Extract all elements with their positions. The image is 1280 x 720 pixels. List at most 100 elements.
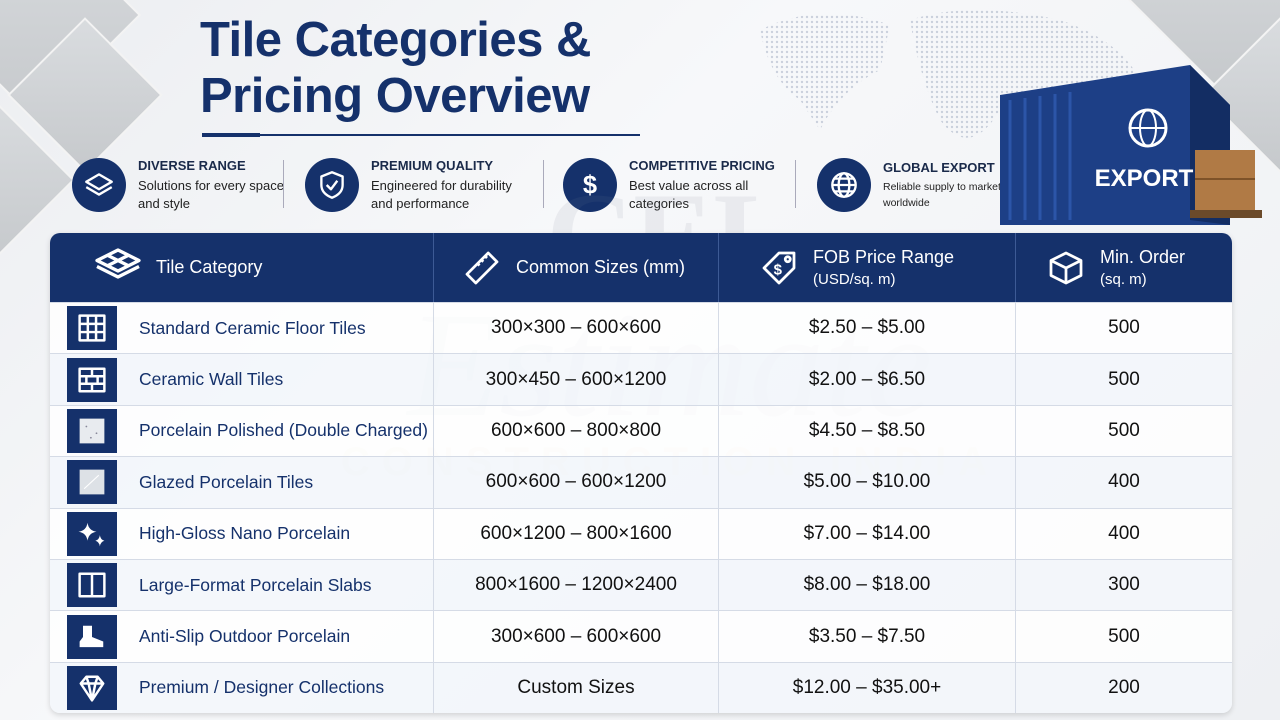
header-title: FOB Price Range	[813, 247, 955, 267]
cell-sizes: 300×450 – 600×1200	[434, 354, 719, 405]
separator	[543, 160, 544, 208]
feature-icon	[72, 158, 126, 212]
separator	[795, 160, 796, 208]
feature-text: GLOBAL EXPORT Reliable supply to markets …	[883, 160, 1033, 211]
cell-sizes: 800×1600 – 1200×2400	[434, 559, 719, 611]
sizes: 600×1200 – 800×1600	[480, 522, 672, 544]
icon	[78, 572, 106, 598]
header-cell: $ FOB Price Range (USD/sq. m)	[719, 233, 1016, 302]
table-row: High-Gloss Nano Porcelain 600×1200 – 800×…	[50, 507, 1232, 559]
category-name: Glazed Porcelain Tiles	[139, 471, 314, 492]
cell-category: Glazed Porcelain Tiles	[50, 457, 434, 508]
sizes: 600×600 – 800×800	[490, 419, 662, 441]
row-icon	[67, 665, 117, 710]
category-name: High-Gloss Nano Porcelain	[139, 523, 351, 544]
icon	[79, 675, 105, 702]
cell-min-order: 300	[1016, 560, 1232, 610]
row-icon	[67, 614, 117, 659]
cell-price: $3.50 – $7.50	[719, 611, 1016, 662]
icon: $	[762, 251, 796, 284]
pricing-table: Tile Category Common Sizes (mm) $ FOB Price…	[50, 233, 1232, 713]
price-range: $5.00 – $10.00	[803, 471, 931, 493]
feature-icon	[817, 158, 871, 212]
icon	[79, 469, 105, 495]
cell-price: $12.00 – $35.00+	[719, 662, 1016, 713]
min-order: 300	[1108, 574, 1140, 596]
svg-text:$: $	[583, 172, 597, 200]
container-label: EXPORT	[1095, 165, 1194, 192]
cell-sizes: 600×600 – 600×1200	[434, 457, 719, 508]
feature-icon: $	[563, 158, 617, 212]
cell-category: High-Gloss Nano Porcelain	[50, 508, 434, 559]
price-range: $3.50 – $7.50	[808, 625, 926, 647]
cell-category: Large-Format Porcelain Slabs	[50, 559, 434, 611]
min-order: 500	[1108, 419, 1140, 441]
row-icon	[67, 408, 117, 453]
cell-price: $4.50 – $8.50	[719, 405, 1016, 457]
header-cell: Common Sizes (mm)	[434, 233, 719, 302]
title: Tile Categories & Pricing Overview	[200, 13, 591, 123]
category-name: Standard Ceramic Floor Tiles	[139, 317, 366, 338]
sizes: 300×600 – 600×600	[490, 625, 662, 647]
category-name: Ceramic Wall Tiles	[139, 369, 284, 390]
table-row: Porcelain Polished (Double Charged) 600×6…	[50, 404, 1232, 457]
min-order: 500	[1108, 368, 1140, 390]
cell-price: $2.50 – $5.00	[719, 303, 1016, 354]
min-order: 400	[1108, 522, 1140, 544]
icon	[465, 251, 499, 284]
feature: GLOBAL EXPORT Reliable supply to markets …	[817, 155, 1033, 215]
header-icon	[94, 244, 142, 292]
header-title: Min. Order	[1100, 247, 1186, 267]
feature-text: PREMIUM QUALITY Engineered for durability…	[371, 158, 521, 213]
cell-category: Standard Ceramic Floor Tiles	[50, 303, 434, 354]
cell-sizes: 300×600 – 600×600	[434, 611, 719, 662]
cell-sizes: 300×300 – 600×600	[434, 303, 719, 354]
icon: $	[583, 172, 597, 200]
category-name: Large-Format Porcelain Slabs	[139, 574, 372, 595]
sizes: 300×450 – 600×1200	[485, 368, 667, 390]
price-range: $8.00 – $18.00	[803, 574, 931, 596]
sizes: Custom Sizes	[517, 676, 635, 698]
cell-min-order: 500	[1016, 406, 1232, 456]
icon	[85, 173, 113, 196]
cell-min-order: 200	[1016, 663, 1232, 713]
price-range: $4.50 – $8.50	[808, 419, 926, 441]
cell-min-order: 500	[1016, 611, 1232, 661]
svg-text:$: $	[774, 261, 783, 278]
price-range: $2.50 – $5.00	[808, 317, 926, 339]
feature: $ COMPETITIVE PRICING Best value across al…	[563, 155, 779, 215]
table-row: Standard Ceramic Floor Tiles 300×300 – 60…	[50, 302, 1232, 354]
row-icon	[67, 511, 117, 556]
table-row: Large-Format Porcelain Slabs 800×1600 – 1…	[50, 558, 1232, 611]
category-name: Premium / Designer Collections	[139, 677, 385, 698]
sizes: 300×300 – 600×600	[490, 317, 662, 339]
feature-desc: Engineered for durability and performanc…	[371, 177, 512, 211]
row-icon	[67, 357, 117, 402]
cell-category: Premium / Designer Collections	[50, 662, 434, 713]
icon	[78, 367, 106, 393]
cell-price: $7.00 – $14.00	[719, 508, 1016, 559]
cell-min-order: 500	[1016, 303, 1232, 353]
cell-price: $8.00 – $18.00	[719, 559, 1016, 611]
feature-title: GLOBAL EXPORT	[883, 159, 995, 175]
icon	[79, 625, 104, 647]
min-order: 200	[1108, 676, 1140, 698]
header-text: Common Sizes (mm)	[516, 257, 685, 278]
header-title: Tile Category	[156, 257, 263, 277]
cell-min-order: 400	[1016, 457, 1232, 507]
icon	[95, 247, 141, 279]
cell-min-order: 500	[1016, 354, 1232, 404]
header-sub: (USD/sq. m)	[813, 271, 896, 288]
cell-category: Porcelain Polished (Double Charged)	[50, 405, 434, 457]
header-icon	[1046, 248, 1086, 288]
cell-sizes: 600×600 – 800×800	[434, 405, 719, 457]
cell-price: $2.00 – $6.50	[719, 354, 1016, 405]
sizes: 800×1600 – 1200×2400	[475, 574, 677, 596]
header-cell: Min. Order (sq. m)	[1016, 233, 1232, 302]
feature-title: DIVERSE RANGE	[138, 157, 246, 173]
icon	[78, 314, 106, 342]
header-text: Tile Category	[156, 257, 262, 278]
row-icon	[67, 306, 117, 351]
header-row: Tile Category Common Sizes (mm) $ FOB Price…	[50, 233, 1232, 302]
